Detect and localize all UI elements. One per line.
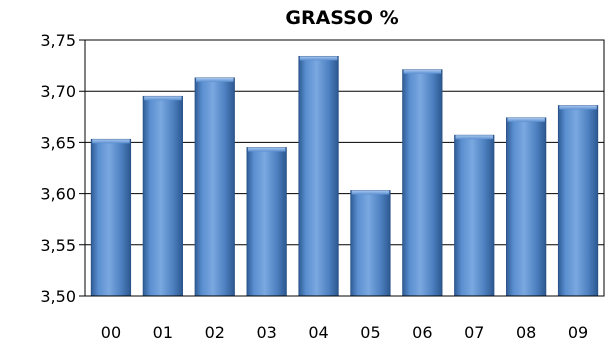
bar-00 [90,138,132,297]
bar-body [557,105,599,297]
bar-highlight [196,77,234,82]
plot-area-frame [84,39,605,297]
bar-highlight [403,69,442,74]
bar-body [90,138,132,297]
y-tick-label: 3,70 [40,82,76,101]
bar-highlight [299,56,338,61]
bar-01 [142,95,183,297]
bar-body [506,117,547,297]
y-tick-label: 3,75 [40,31,76,50]
bar-body [194,77,235,297]
x-tick-label: 06 [412,323,432,342]
bar-08 [506,117,547,297]
bar-body [246,147,287,297]
bars [90,55,599,297]
bar-body [298,55,339,297]
x-tick-label: 09 [568,323,588,342]
y-tick-label: 3,50 [40,287,76,306]
bar-07 [454,134,495,297]
x-tick-label: 05 [360,323,380,342]
chart-title: GRASSO % [285,7,398,29]
bar-04 [298,55,339,297]
bar-highlight [559,105,597,110]
x-tick-label: 01 [153,323,173,342]
bar-highlight [144,96,182,101]
y-axis-tick-labels: 3,50 3,55 3,60 3,65 3,70 3,75 [40,31,76,306]
bar-05 [350,190,391,297]
y-tick-label: 3,55 [40,236,76,255]
bar-body [402,69,443,297]
bar-body [454,134,495,297]
bar-body [350,190,391,297]
bar-highlight [455,135,493,140]
bar-06 [402,69,443,297]
y-tick-label: 3,60 [40,185,76,204]
bar-09 [557,105,599,297]
bar-highlight [507,117,545,122]
x-tick-label: 08 [516,323,536,342]
bar-body [142,95,183,297]
x-tick-label: 07 [464,323,484,342]
bar-03 [246,147,287,297]
x-tick-label: 02 [205,323,225,342]
x-tick-label: 00 [101,323,121,342]
bar-highlight [351,190,390,195]
bar-highlight [247,147,286,152]
x-tick-label: 04 [308,323,328,342]
bar-02 [194,77,235,297]
x-axis-tick-labels: 00 01 02 03 04 05 06 07 08 09 [101,323,588,342]
y-tick-label: 3,65 [40,133,76,152]
bar-highlight [92,139,130,144]
x-tick-label: 03 [256,323,276,342]
